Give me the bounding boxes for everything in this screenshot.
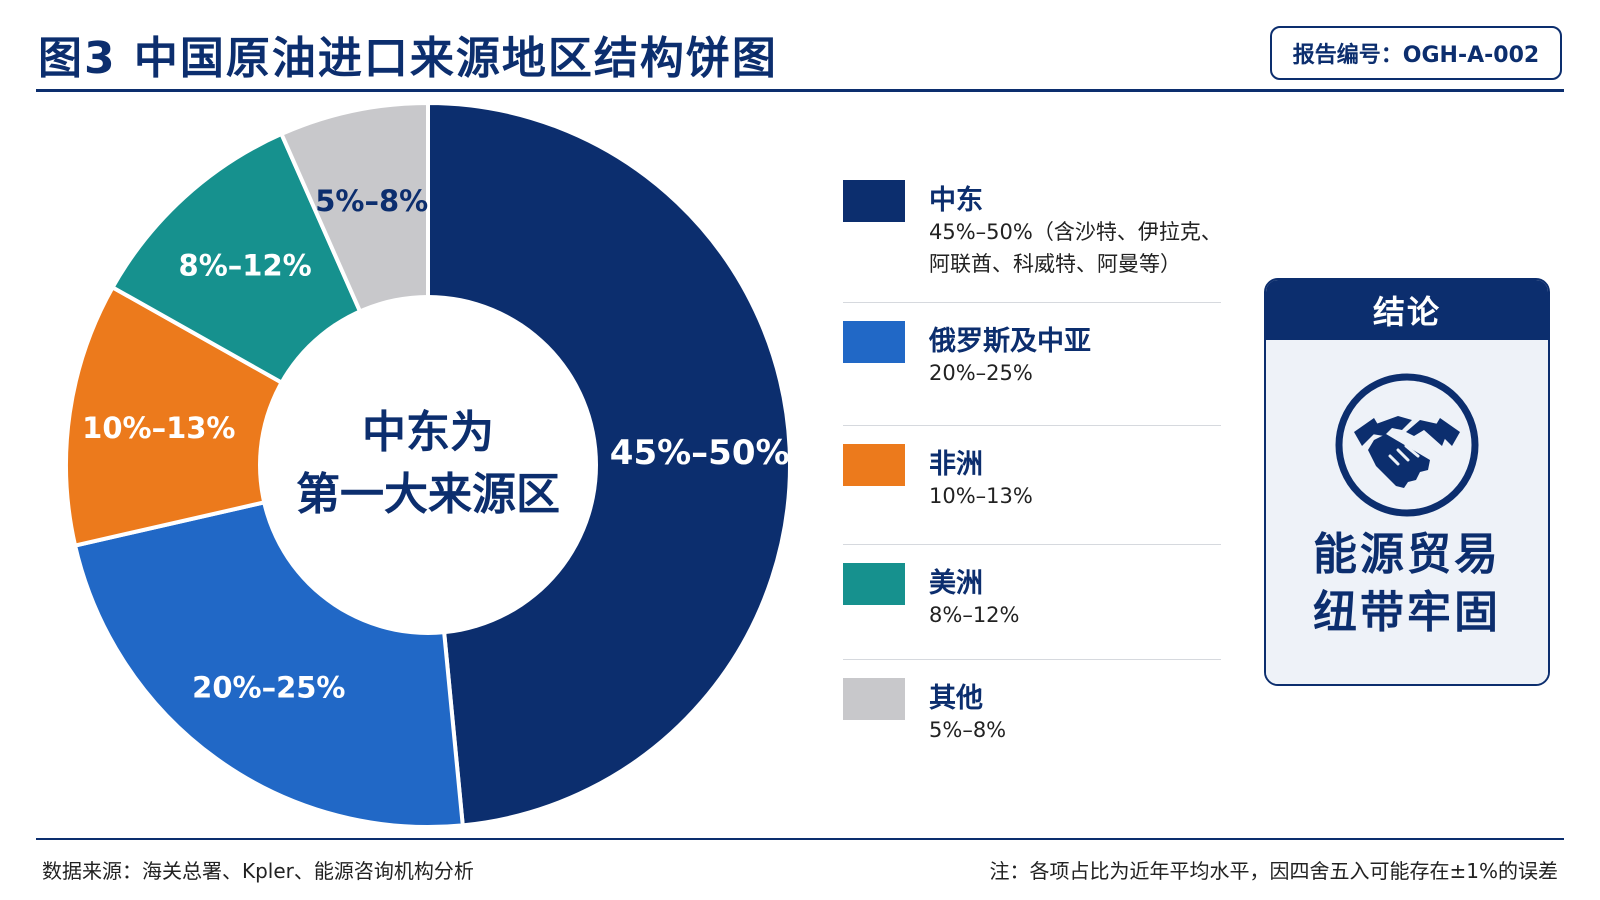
legend-value: 8%–12% bbox=[929, 603, 1020, 627]
legend-value: 20%–25% bbox=[929, 361, 1033, 385]
conclusion-heading: 结论 bbox=[1266, 280, 1548, 340]
legend-item: 非洲 10%–13% bbox=[843, 426, 1221, 545]
conclusion-text: 能源贸易 纽带牢固 bbox=[1266, 526, 1548, 642]
footer-note: 注：各项占比为近年平均水平，因四舍五入可能存在±1%的误差 bbox=[989, 859, 1559, 883]
legend-item: 俄罗斯及中亚 20%–25% bbox=[843, 303, 1221, 426]
footer-divider bbox=[36, 838, 1564, 840]
legend-swatch bbox=[843, 444, 905, 486]
legend-label: 其他 bbox=[929, 683, 983, 714]
legend-swatch bbox=[843, 180, 905, 222]
legend-swatch bbox=[843, 321, 905, 363]
center-label-line2: 第一大来源区 bbox=[296, 469, 560, 520]
conclusion-body: 能源贸易 纽带牢固 bbox=[1266, 340, 1548, 684]
legend-label: 非洲 bbox=[929, 449, 983, 480]
handshake-icon bbox=[1335, 373, 1479, 517]
center-label-line1: 中东为 bbox=[362, 407, 494, 458]
donut-hole bbox=[258, 295, 598, 635]
footer-source: 数据来源：海关总署、Kpler、能源咨询机构分析 bbox=[42, 859, 474, 883]
legend-item: 其他 5%–8% bbox=[843, 660, 1221, 766]
slice-label-4: 8%–12% bbox=[179, 249, 312, 283]
header-divider bbox=[36, 89, 1564, 92]
report-id-badge: 报告编号：OGH-A-002 bbox=[1270, 26, 1562, 80]
slice-label-1: 45%–50% bbox=[610, 433, 790, 473]
donut-chart: 中东为 第一大来源区 45%–50% 20%–25% 10%–13% 8%–12%5%… bbox=[64, 100, 792, 829]
pie-slice-1 bbox=[426, 100, 792, 828]
legend-item: 美洲 8%–12% bbox=[843, 545, 1221, 660]
legend-swatch bbox=[843, 678, 905, 720]
slice-labels-layer: 45%–50% 20%–25% 10%–13% 8%–12%5%–8% bbox=[82, 184, 789, 705]
legend-value: 5%–8% bbox=[929, 718, 1007, 742]
legend-label: 美洲 bbox=[929, 568, 983, 599]
legend-item: 中东 45%–50%（含沙特、伊拉克、阿联酋、科威特、阿曼等） bbox=[843, 170, 1222, 303]
chart-legend: 中东 45%–50%（含沙特、伊拉克、阿联酋、科威特、阿曼等） 俄罗斯及中亚 20%–… bbox=[843, 170, 1222, 766]
conclusion-line2: 纽带牢固 bbox=[1313, 587, 1501, 638]
slice-label-5: 5%–8% bbox=[315, 184, 428, 218]
legend-label: 俄罗斯及中亚 bbox=[929, 326, 1091, 357]
legend-swatch bbox=[843, 563, 905, 605]
legend-value: 45%–50%（含沙特、伊拉克、阿联酋、科威特、阿曼等） bbox=[929, 220, 1222, 276]
legend-label: 中东 bbox=[929, 185, 983, 216]
slice-label-3: 10%–13% bbox=[82, 411, 235, 445]
legend-value: 10%–13% bbox=[929, 484, 1033, 508]
figure-title: 图3 中国原油进口来源地区结构饼图 bbox=[38, 33, 778, 84]
conclusion-panel: 结论 能源贸易 纽带牢固 bbox=[1264, 278, 1550, 686]
conclusion-line1: 能源贸易 bbox=[1313, 529, 1501, 580]
slice-label-2: 20%–25% bbox=[192, 671, 345, 705]
